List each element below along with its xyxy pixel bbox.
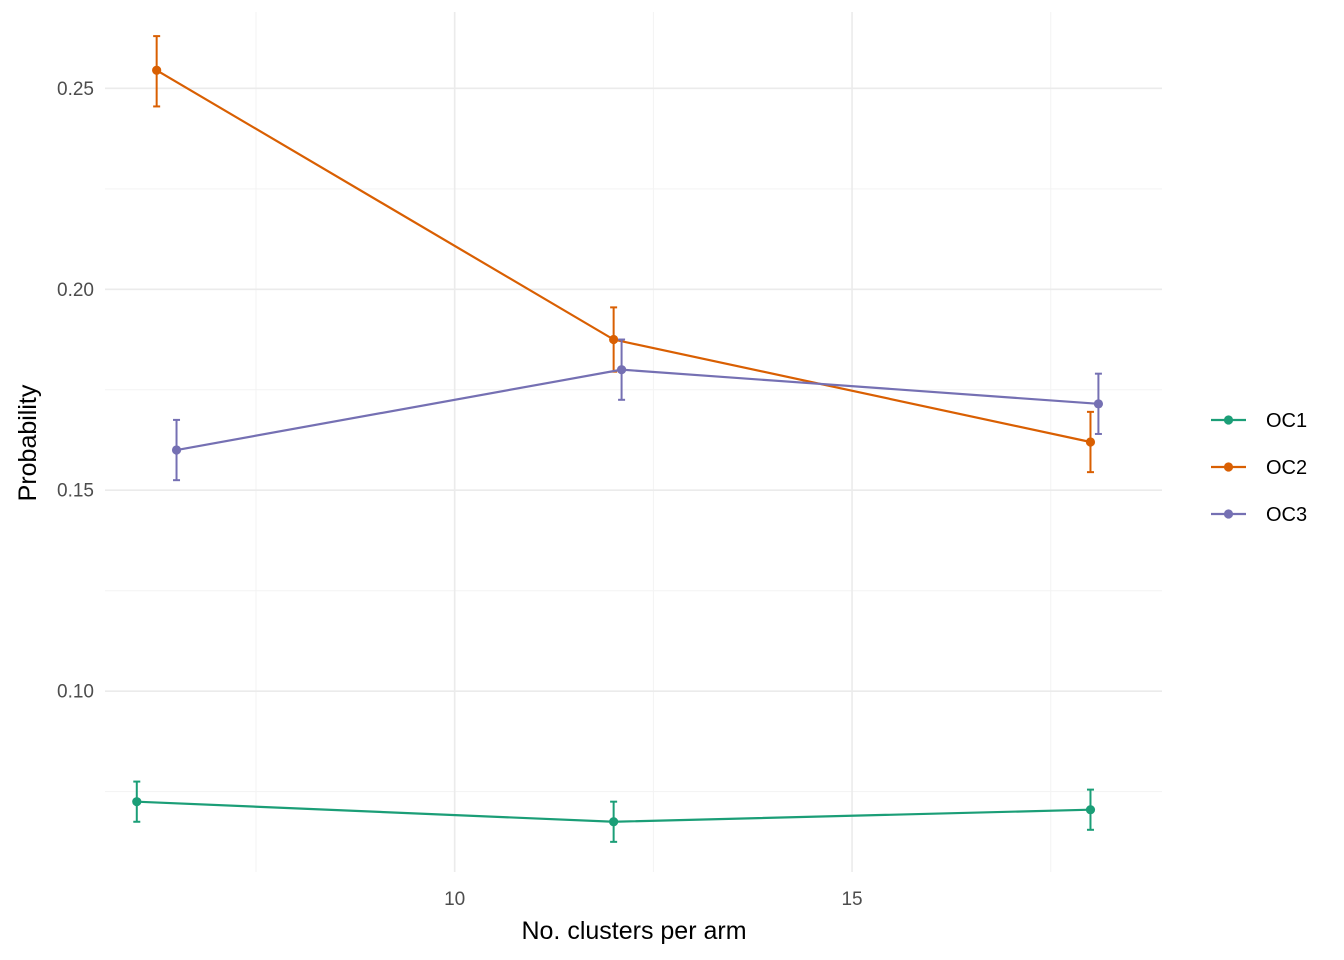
data-point	[152, 65, 162, 75]
series-oc2	[152, 35, 1096, 474]
legend-key-point	[1223, 509, 1234, 519]
series-line-oc2	[156, 69, 1091, 444]
grid	[105, 12, 1162, 872]
series-oc1	[132, 780, 1096, 843]
y-axis: 0.10 0.15 0.20 0.25	[57, 79, 94, 703]
x-axis-title: No. clusters per arm	[521, 917, 746, 945]
y-axis-title: Probability	[14, 384, 42, 501]
data-point	[171, 445, 182, 455]
data-point	[1093, 399, 1104, 409]
x-tick-label: 10	[444, 889, 465, 910]
y-tick-label: 0.10	[57, 682, 94, 703]
series-oc3	[171, 338, 1104, 482]
legend-label: OC1	[1266, 410, 1307, 432]
data-point	[1085, 437, 1096, 447]
legend-item-oc3: OC3	[1211, 504, 1307, 526]
legend-label: OC3	[1266, 504, 1307, 526]
legend-key-point	[1223, 415, 1234, 425]
y-tick-label: 0.15	[57, 481, 94, 502]
data-point	[616, 365, 627, 375]
data-point	[609, 817, 619, 827]
series-line-oc3	[176, 368, 1099, 452]
legend-item-oc1: OC1	[1211, 410, 1307, 432]
legend-label: OC2	[1266, 457, 1307, 479]
y-tick-label: 0.20	[57, 280, 94, 301]
x-tick-label: 15	[841, 889, 862, 910]
y-tick-label: 0.25	[57, 79, 94, 100]
legend-item-oc2: OC2	[1211, 457, 1307, 479]
data-point	[609, 334, 619, 345]
legend: OC1 OC2 OC3	[1211, 410, 1307, 526]
data-point	[1085, 805, 1096, 815]
data-point	[132, 797, 142, 807]
legend-key-point	[1223, 462, 1234, 472]
series-layer	[132, 35, 1104, 843]
x-axis: 10 15	[444, 889, 863, 910]
